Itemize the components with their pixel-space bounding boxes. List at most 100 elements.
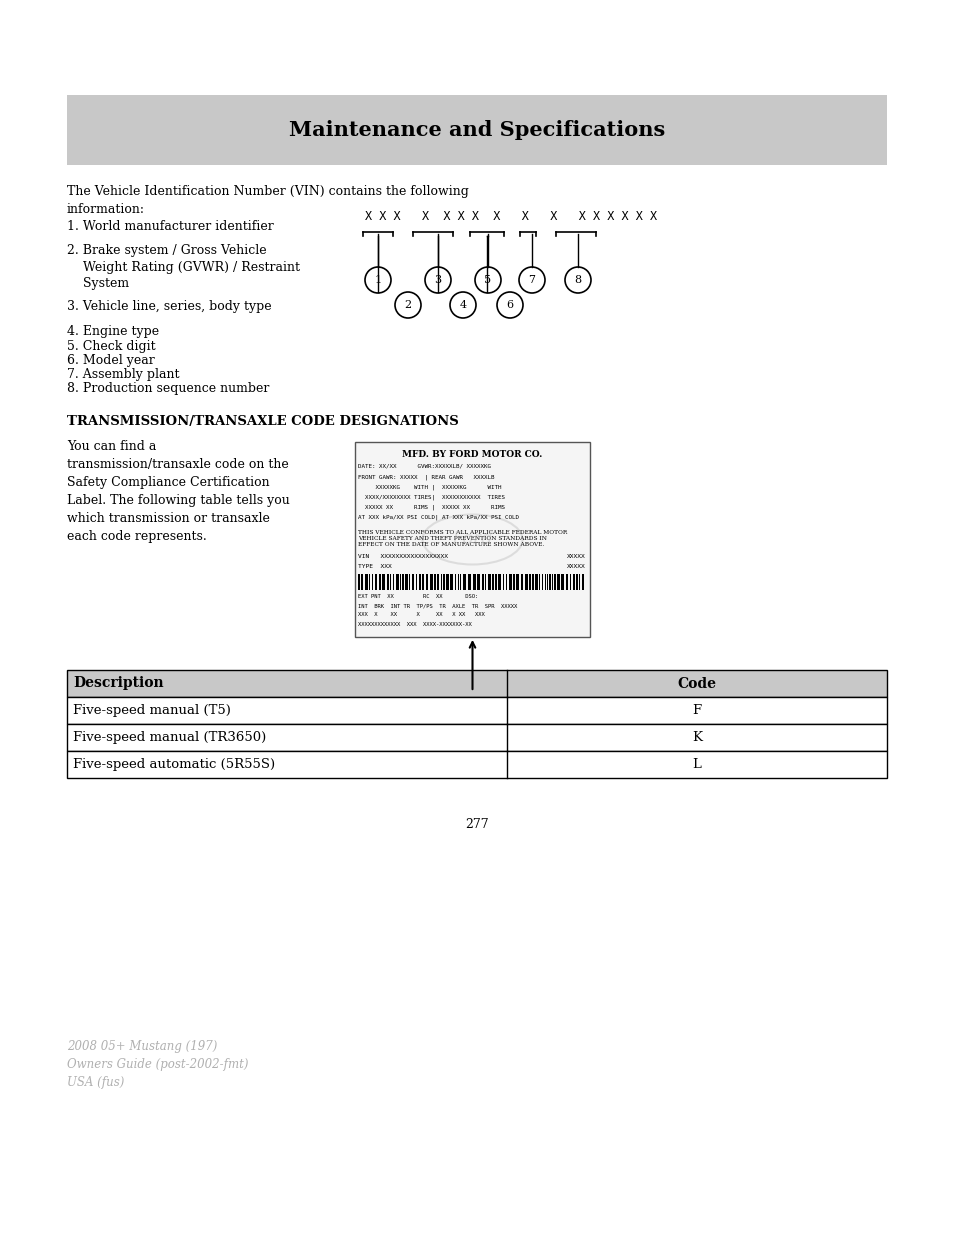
Bar	[557, 574, 559, 590]
Text: XXXXX XX      RIMS |  XXXXX XX      RIMS: XXXXX XX RIMS | XXXXX XX RIMS	[357, 504, 504, 510]
Bar	[573, 574, 575, 590]
Text: XXXXX: XXXXX	[567, 564, 585, 569]
Bar	[509, 574, 512, 590]
Text: XXX  X    XX      X     XX   X XX   XXX: XXX X XX X XX X XX XXX	[357, 613, 484, 618]
Text: Five-speed manual (T5): Five-speed manual (T5)	[73, 704, 231, 718]
Text: K: K	[691, 731, 701, 743]
Bar	[405, 574, 408, 590]
Text: AT XXX kPa/XX PSI COLD| AT XXX kPa/XX PSI COLD: AT XXX kPa/XX PSI COLD| AT XXX kPa/XX PS…	[357, 514, 518, 520]
Circle shape	[395, 291, 420, 317]
Text: 2. Brake system / Gross Vehicle
    Weight Rating (GVWR) / Restraint
    System: 2. Brake system / Gross Vehicle Weight R…	[67, 245, 299, 290]
Bar	[67, 95, 886, 165]
Bar	[67, 751, 886, 778]
Circle shape	[365, 267, 391, 293]
Bar	[569, 574, 571, 590]
Text: USA (fus): USA (fus)	[67, 1076, 124, 1089]
Bar	[481, 574, 483, 590]
Bar	[576, 574, 578, 590]
Bar	[442, 574, 444, 590]
Bar	[473, 574, 476, 590]
Bar	[436, 574, 438, 590]
Bar	[393, 574, 395, 590]
Bar	[357, 574, 359, 590]
Bar	[538, 574, 540, 590]
Circle shape	[475, 267, 500, 293]
Bar	[532, 574, 534, 590]
Text: 4. Engine type: 4. Engine type	[67, 325, 159, 338]
Bar	[355, 442, 589, 637]
Text: 3. Vehicle line, series, body type: 3. Vehicle line, series, body type	[67, 300, 272, 312]
Text: TRANSMISSION/TRANSAXLE CODE DESIGNATIONS: TRANSMISSION/TRANSAXLE CODE DESIGNATIONS	[67, 415, 458, 429]
Bar	[455, 574, 456, 590]
Text: 2: 2	[404, 300, 411, 310]
Bar	[468, 574, 471, 590]
Text: 277: 277	[465, 818, 488, 831]
Text: Maintenance and Specifications: Maintenance and Specifications	[289, 120, 664, 140]
Text: Five-speed automatic (5R55S): Five-speed automatic (5R55S)	[73, 758, 274, 771]
Text: Code: Code	[677, 677, 716, 690]
Bar	[554, 574, 556, 590]
Bar	[395, 574, 398, 590]
Text: F: F	[692, 704, 700, 718]
Text: XXXXX: XXXXX	[567, 555, 585, 559]
Bar	[457, 574, 458, 590]
Bar	[379, 574, 381, 590]
Bar	[492, 574, 494, 590]
Bar	[387, 574, 389, 590]
Bar	[460, 574, 461, 590]
Bar	[409, 574, 410, 590]
Bar	[440, 574, 441, 590]
Text: VIN   XXXXXXXXXXXXXXXXXX: VIN XXXXXXXXXXXXXXXXXX	[357, 555, 448, 559]
Circle shape	[424, 267, 451, 293]
Bar	[450, 574, 453, 590]
Text: TYPE  XXX: TYPE XXX	[357, 564, 392, 569]
Text: 1: 1	[374, 275, 381, 285]
Bar	[520, 574, 522, 590]
Bar	[476, 574, 479, 590]
Text: XXXXXKG    WITH |  XXXXXKG      WITH: XXXXXKG WITH | XXXXXKG WITH	[357, 484, 501, 489]
Bar	[67, 724, 886, 751]
Text: You can find a
transmission/transaxle code on the
Safety Compliance Certificatio: You can find a transmission/transaxle co…	[67, 440, 290, 543]
Circle shape	[564, 267, 590, 293]
Text: 8: 8	[574, 275, 581, 285]
Bar	[546, 574, 547, 590]
Bar	[462, 574, 465, 590]
Text: FRONT GAWR: XXXXX  | REAR GAWR   XXXXLB: FRONT GAWR: XXXXX | REAR GAWR XXXXLB	[357, 474, 494, 479]
Bar	[390, 574, 391, 590]
Bar	[544, 574, 545, 590]
Bar	[582, 574, 583, 590]
Bar	[434, 574, 436, 590]
Circle shape	[518, 267, 544, 293]
Bar	[422, 574, 424, 590]
Bar	[399, 574, 400, 590]
Bar	[365, 574, 368, 590]
Bar	[488, 574, 491, 590]
Bar	[375, 574, 377, 590]
Text: 2008 05+ Mustang (197): 2008 05+ Mustang (197)	[67, 1040, 217, 1053]
Bar	[578, 574, 579, 590]
Bar	[360, 574, 363, 590]
Text: THIS VEHICLE CONFORMS TO ALL APPLICABLE FEDERAL MOTOR
VEHICLE SAFETY AND THEFT P: THIS VEHICLE CONFORMS TO ALL APPLICABLE …	[357, 530, 567, 547]
Text: XXXXXXXXXXXXX  XXX  XXXX-XXXXXXX-XX: XXXXXXXXXXXXX XXX XXXX-XXXXXXX-XX	[357, 622, 471, 627]
Bar	[516, 574, 519, 590]
Bar	[552, 574, 553, 590]
Text: L: L	[692, 758, 700, 771]
Text: 6: 6	[506, 300, 513, 310]
Bar	[513, 574, 515, 590]
Bar	[535, 574, 537, 590]
Bar	[369, 574, 370, 590]
Text: 4: 4	[459, 300, 466, 310]
Text: DATE: XX/XX      GVWR:XXXXXLB/ XXXXXKG: DATE: XX/XX GVWR:XXXXXLB/ XXXXXKG	[357, 464, 491, 469]
Text: 5. Check digit: 5. Check digit	[67, 340, 155, 353]
Text: The Vehicle Identification Number (VIN) contains the following
information:: The Vehicle Identification Number (VIN) …	[67, 185, 468, 216]
Bar	[446, 574, 449, 590]
Bar	[426, 574, 428, 590]
Bar	[402, 574, 403, 590]
Circle shape	[497, 291, 522, 317]
Text: 1. World manufacturer identifier: 1. World manufacturer identifier	[67, 220, 274, 233]
Bar	[412, 574, 414, 590]
Bar	[529, 574, 531, 590]
Bar	[67, 697, 886, 724]
Text: Owners Guide (post-2002-fmt): Owners Guide (post-2002-fmt)	[67, 1058, 248, 1071]
Bar	[498, 574, 501, 590]
